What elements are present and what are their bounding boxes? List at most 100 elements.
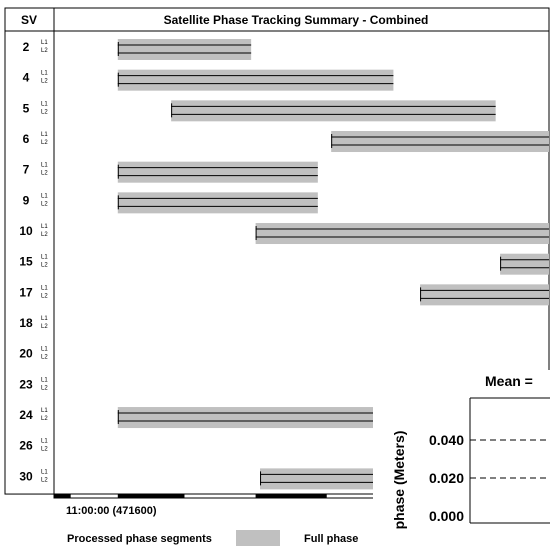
sv-number: 24	[19, 408, 33, 422]
l2-label: L2	[41, 232, 48, 238]
sv-column-header: SV	[21, 13, 37, 27]
l1-label: L1	[41, 101, 48, 107]
legend-label-processed: Processed phase segments	[67, 533, 212, 545]
sv-row-20: 20 L1 L2	[19, 347, 48, 361]
sv-number: 5	[23, 101, 30, 115]
phase-segment	[117, 161, 318, 183]
l1-label: L1	[41, 408, 48, 414]
phase-segment	[420, 284, 549, 306]
sv-row-26: 26 L1 L2	[19, 439, 48, 453]
l2-label: L2	[41, 140, 48, 146]
chart-header: SV Satellite Phase Tracking Summary - Com…	[21, 13, 428, 27]
phase-segment	[117, 192, 318, 214]
phase-segment	[331, 131, 549, 153]
segment-bar	[500, 253, 549, 275]
l1-label: L1	[41, 224, 48, 230]
l1-label: L1	[41, 163, 48, 169]
sv-row-18: 18 L1 L2	[19, 316, 48, 330]
sv-number: 18	[19, 316, 33, 330]
l1-label: L1	[41, 255, 48, 261]
time-bar-block	[255, 494, 327, 498]
sv-row-2: 2 L1 L2	[23, 39, 252, 60]
sv-number: 26	[19, 439, 33, 453]
sv-row-30: 30 L1 L2	[19, 468, 398, 490]
sv-row-7: 7 L1 L2	[23, 161, 318, 183]
sv-number: 15	[19, 255, 33, 269]
segment-bar	[171, 100, 496, 122]
time-bar-block	[54, 494, 71, 498]
phase-segment	[171, 100, 496, 122]
legend: Processed phase segments Full phase	[67, 530, 358, 546]
inset-y-tick-label: 0.020	[429, 470, 464, 486]
l1-label: L1	[41, 377, 48, 383]
satellite-rows: 2 L1 L2 4 L1 L2 5 L1 L2 6 L1 L2 7 L1 L2 9 L1 L2 10 L1 L2 15 L1…	[19, 39, 549, 490]
sv-row-15: 15 L1 L2	[19, 253, 549, 275]
l2-label: L2	[41, 201, 48, 207]
l2-label: L2	[41, 477, 48, 483]
sv-row-9: 9 L1 L2	[23, 192, 318, 214]
sv-number: 10	[19, 224, 33, 238]
sv-row-17: 17 L1 L2	[19, 284, 549, 306]
l2-label: L2	[41, 48, 48, 54]
segment-bar	[331, 131, 549, 153]
l1-label: L1	[41, 71, 48, 77]
phase-segment	[117, 407, 398, 429]
l1-label: L1	[41, 316, 48, 322]
l1-label: L1	[41, 439, 48, 445]
sv-number: 20	[19, 347, 33, 361]
sv-number: 4	[23, 71, 30, 85]
sv-number: 6	[23, 132, 30, 146]
sv-row-4: 4 L1 L2	[23, 69, 394, 91]
phase-segment	[117, 69, 394, 91]
l1-label: L1	[41, 40, 48, 46]
sv-row-10: 10 L1 L2	[19, 223, 549, 245]
segment-bar	[117, 161, 318, 183]
phase-segment	[255, 223, 549, 245]
sv-number: 2	[23, 40, 30, 54]
segment-bar	[260, 468, 398, 490]
sv-row-5: 5 L1 L2	[23, 100, 496, 122]
phase-segment	[117, 39, 252, 60]
inset-title: Mean =	[485, 373, 533, 389]
segment-bar	[117, 192, 318, 214]
legend-label-full: Full phase	[304, 533, 358, 545]
segment-bar	[117, 407, 398, 429]
sv-number: 7	[23, 163, 30, 177]
inset-y-tick-label: 0.040	[429, 432, 464, 448]
segment-bar	[117, 39, 252, 60]
l2-label: L2	[41, 416, 48, 422]
sv-row-24: 24 L1 L2	[19, 407, 398, 429]
sv-number: 23	[19, 377, 33, 391]
l2-label: L2	[41, 385, 48, 391]
legend-swatch-processed	[236, 530, 280, 546]
l2-label: L2	[41, 293, 48, 299]
l1-label: L1	[41, 193, 48, 199]
sv-number: 9	[23, 193, 30, 207]
sv-number: 30	[19, 469, 33, 483]
inset-y-tick-label: 0.000	[429, 508, 464, 524]
phase-segment	[500, 253, 549, 275]
inset-y-axis-label: phase (Meters)	[391, 431, 407, 530]
l1-label: L1	[41, 132, 48, 138]
l2-label: L2	[41, 171, 48, 177]
l2-label: L2	[41, 324, 48, 330]
segment-bar	[420, 284, 549, 306]
l2-label: L2	[41, 355, 48, 361]
time-start-label: 11:00:00 (471600)	[66, 505, 157, 517]
sv-number: 17	[19, 285, 33, 299]
l2-label: L2	[41, 109, 48, 115]
l2-label: L2	[41, 79, 48, 85]
l1-label: L1	[41, 285, 48, 291]
sv-row-6: 6 L1 L2	[23, 131, 549, 153]
l2-label: L2	[41, 447, 48, 453]
segment-bar	[255, 223, 549, 245]
l1-label: L1	[41, 469, 48, 475]
inset-background	[373, 370, 550, 546]
time-bar-block	[117, 494, 185, 498]
sv-row-23: 23 L1 L2	[19, 377, 48, 391]
inset-plot: Mean = 0.040 0.020 0.000 phase (Meters)	[373, 370, 550, 546]
chart-title: Satellite Phase Tracking Summary - Combi…	[164, 13, 429, 27]
l2-label: L2	[41, 263, 48, 269]
l1-label: L1	[41, 347, 48, 353]
